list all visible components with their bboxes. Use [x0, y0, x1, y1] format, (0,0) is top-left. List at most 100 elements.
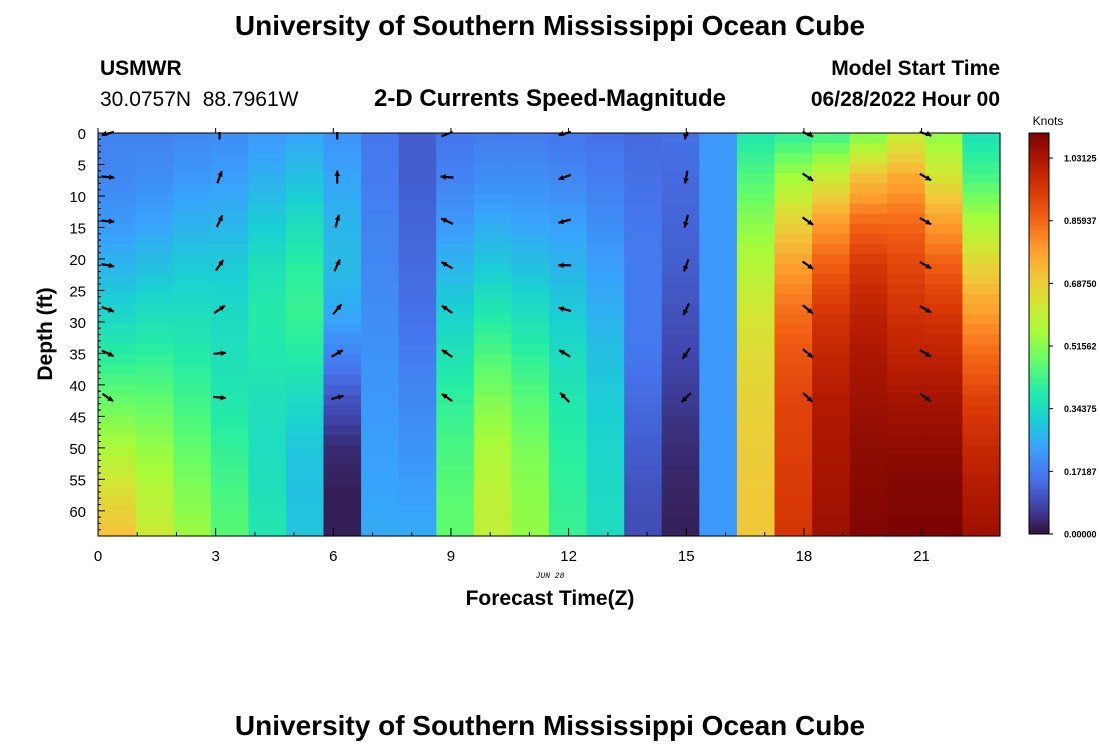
heatmap-cell — [473, 193, 513, 205]
heatmap-cell — [436, 435, 475, 446]
heatmap-cell — [549, 223, 588, 235]
heatmap-cell — [699, 525, 738, 537]
x-tick-label: 18 — [796, 548, 813, 565]
heatmap-cell — [285, 435, 325, 446]
heatmap-cell — [285, 243, 325, 255]
colorbar-swatch — [1029, 437, 1049, 441]
heatmap-cell — [586, 243, 625, 255]
heatmap-cell — [586, 284, 625, 295]
heatmap-cell — [962, 334, 1001, 346]
heatmap-cell — [511, 243, 550, 255]
heatmap-cell — [323, 213, 362, 225]
colorbar-swatch — [1029, 527, 1049, 532]
heatmap-cell — [736, 163, 776, 174]
heatmap-cell — [511, 344, 550, 356]
heatmap-cell — [210, 505, 249, 517]
heatmap-cell — [398, 163, 437, 174]
heatmap-cell — [436, 445, 475, 456]
heatmap-cell — [699, 304, 738, 315]
heatmap-cell — [736, 253, 776, 265]
heatmap-cell — [699, 263, 738, 275]
heatmap-cell — [285, 425, 325, 436]
heatmap-cell — [98, 405, 137, 416]
heatmap-cell — [736, 334, 776, 346]
heatmap-cell — [736, 505, 776, 517]
heatmap-cell — [98, 163, 137, 174]
heatmap-cell — [812, 163, 851, 174]
heatmap-cell — [473, 324, 513, 336]
heatmap-cell — [135, 253, 174, 265]
heatmap-cell — [323, 163, 362, 174]
heatmap-cell — [285, 515, 325, 527]
colorbar-swatch — [1029, 366, 1049, 371]
colorbar-swatch — [1029, 226, 1049, 231]
heatmap-cell — [323, 475, 362, 487]
heatmap-cell — [549, 505, 588, 517]
heatmap-cell — [586, 193, 625, 205]
heatmap-cell — [661, 193, 700, 205]
heatmap-cell — [586, 445, 625, 456]
heatmap-cell — [887, 163, 926, 174]
heatmap-cell — [549, 193, 588, 205]
heatmap-cell — [812, 394, 851, 406]
heatmap-cell — [849, 133, 888, 144]
colorbar-tick-label: 0.85937 — [1064, 216, 1097, 226]
heatmap-cell — [774, 374, 813, 386]
heatmap-cell — [248, 445, 287, 456]
heatmap-cell — [736, 143, 776, 154]
heatmap-cell — [285, 384, 325, 396]
heatmap-cell — [586, 274, 625, 285]
heatmap-cell — [398, 505, 437, 517]
heatmap-cell — [962, 223, 1001, 235]
heatmap-cell — [924, 193, 964, 205]
heatmap-cell — [323, 515, 362, 527]
heatmap-cell — [98, 284, 137, 295]
heatmap-cell — [135, 334, 174, 346]
heatmap-cell — [361, 495, 400, 507]
heatmap-cell — [511, 384, 550, 396]
heatmap-cell — [549, 485, 588, 497]
heatmap-cell — [962, 344, 1001, 356]
heatmap-cell — [887, 304, 926, 315]
heatmap-cell — [774, 475, 813, 487]
heatmap-cell — [774, 223, 813, 235]
colorbar-swatch — [1029, 467, 1049, 472]
heatmap-cell — [962, 455, 1001, 467]
heatmap-cell — [661, 253, 700, 265]
heatmap-cell — [436, 354, 475, 366]
heatmap-cell — [135, 505, 174, 517]
colorbar-swatch — [1029, 346, 1049, 351]
heatmap-cell — [586, 253, 625, 265]
heatmap-cell — [774, 304, 813, 315]
heatmap-cell — [210, 435, 249, 446]
heatmap-cell — [323, 143, 362, 154]
colorbar-swatch — [1029, 203, 1049, 208]
heatmap-cell — [210, 274, 249, 285]
heatmap-cell — [248, 525, 287, 537]
heatmap-cell — [98, 394, 137, 406]
heatmap-cell — [962, 213, 1001, 225]
heatmap-cell — [135, 183, 174, 195]
heatmap-cell — [586, 354, 625, 366]
heatmap-cell — [210, 223, 249, 235]
heatmap-cell — [436, 163, 475, 174]
heatmap-cell — [736, 384, 776, 396]
colorbar-swatch — [1029, 423, 1049, 428]
heatmap-cell — [736, 133, 776, 144]
heatmap-cell — [173, 133, 212, 144]
heatmap-cell — [436, 314, 475, 326]
heatmap-cell — [887, 525, 926, 537]
colorbar-tick-label: 0.68750 — [1064, 279, 1097, 289]
colorbar-swatch — [1029, 460, 1049, 465]
heatmap-cell — [924, 415, 964, 426]
current-vector-arrow — [558, 349, 571, 358]
heatmap-cell — [173, 193, 212, 205]
heatmap-cell — [248, 354, 287, 366]
heatmap-cell — [98, 445, 137, 456]
heatmap-cell — [849, 203, 888, 215]
heatmap-cell — [887, 193, 926, 205]
heatmap-cell — [774, 465, 813, 477]
heatmap-cell — [98, 515, 137, 527]
heatmap-cell — [887, 505, 926, 517]
heatmap-cell — [436, 193, 475, 205]
